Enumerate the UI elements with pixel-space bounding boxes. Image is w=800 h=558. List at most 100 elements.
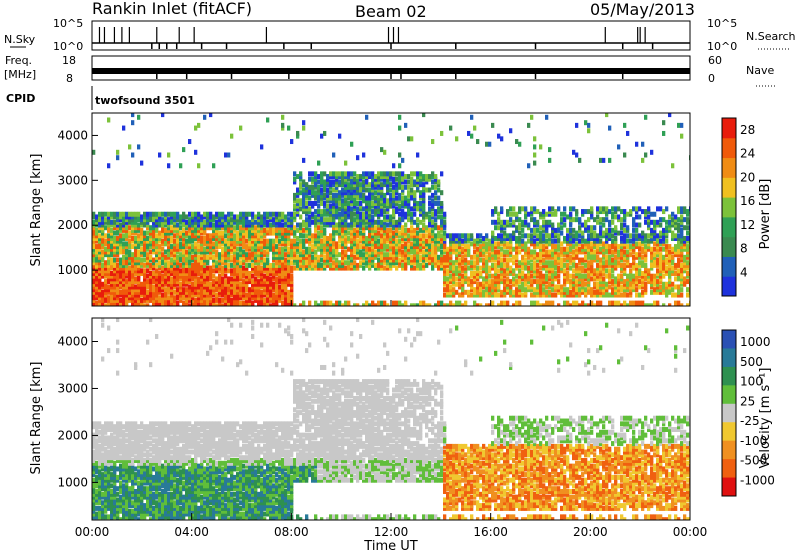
heatmap-cell xyxy=(620,263,623,268)
heatmap-cell xyxy=(425,239,428,244)
heatmap-cell xyxy=(572,150,575,155)
heatmap-cell xyxy=(548,220,551,225)
heatmap-cell xyxy=(401,244,404,249)
heatmap-cell xyxy=(338,244,341,249)
heatmap-cell xyxy=(302,239,305,244)
heatmap-cell xyxy=(245,293,248,298)
heatmap-cell xyxy=(554,244,557,249)
heatmap-cell xyxy=(200,236,203,241)
heatmap-cell xyxy=(248,271,251,276)
heatmap-cell xyxy=(389,171,392,176)
heatmap-cell xyxy=(620,274,623,279)
heatmap-cell xyxy=(533,152,536,157)
heatmap-cell xyxy=(458,233,461,238)
heatmap-cell xyxy=(602,217,605,222)
heatmap-cell xyxy=(329,196,332,201)
heatmap-cell xyxy=(173,233,176,238)
heatmap-cell xyxy=(461,255,464,260)
heatmap-cell xyxy=(149,255,152,260)
heatmap-cell xyxy=(152,258,155,263)
heatmap-cell xyxy=(374,174,377,179)
heatmap-cell xyxy=(527,223,530,228)
heatmap-cell xyxy=(197,276,200,281)
heatmap-cell xyxy=(497,249,500,254)
heatmap-cell xyxy=(368,182,371,187)
heatmap-cell xyxy=(539,271,542,276)
heatmap-cell xyxy=(221,276,224,281)
heatmap-cell xyxy=(587,233,590,238)
heatmap-cell xyxy=(341,188,344,193)
heatmap-cell xyxy=(344,260,347,265)
heatmap-cell xyxy=(416,223,419,228)
heatmap-cell xyxy=(557,279,560,284)
heatmap-cell xyxy=(581,231,584,236)
heatmap-cell xyxy=(470,233,473,238)
nsearch-tick-top: 10^5 xyxy=(707,17,737,30)
heatmap-cell xyxy=(416,171,419,176)
heatmap-cell xyxy=(263,249,266,254)
heatmap-cell xyxy=(257,279,260,284)
heatmap-cell xyxy=(278,239,281,244)
heatmap-cell xyxy=(131,252,134,257)
heatmap-cell xyxy=(545,239,548,244)
heatmap-cell xyxy=(503,220,506,225)
heatmap-cell xyxy=(353,228,356,233)
heatmap-cell xyxy=(509,279,512,284)
heatmap-cell xyxy=(140,268,143,273)
heatmap-cell xyxy=(533,228,536,233)
heatmap-cell xyxy=(566,233,569,238)
heatmap-cell xyxy=(317,161,320,166)
heatmap-cell xyxy=(530,263,533,268)
heatmap-cell xyxy=(137,212,140,217)
heatmap-cell xyxy=(212,223,215,228)
heatmap-cell xyxy=(335,171,338,176)
heatmap-cell xyxy=(590,241,593,246)
heatmap-cell xyxy=(455,233,458,238)
heatmap-cell xyxy=(524,274,527,279)
heatmap-cell xyxy=(485,255,488,260)
heatmap-cell xyxy=(605,268,608,273)
heatmap-cell xyxy=(386,244,389,249)
heatmap-cell xyxy=(434,223,437,228)
heatmap-cell xyxy=(299,214,302,219)
heatmap-cell xyxy=(116,212,119,217)
heatmap-cell xyxy=(431,185,434,190)
heatmap-cell xyxy=(302,179,305,184)
heatmap-cell xyxy=(197,123,200,128)
heatmap-cell xyxy=(317,255,320,260)
heatmap-cell xyxy=(440,190,443,195)
heatmap-cell xyxy=(263,239,266,244)
heatmap-cell xyxy=(140,161,143,166)
heatmap-cell xyxy=(356,206,359,211)
heatmap-cell xyxy=(533,206,536,211)
heatmap-cell xyxy=(146,212,149,217)
heatmap-cell xyxy=(515,279,518,284)
heatmap-cell xyxy=(494,249,497,254)
heatmap-cell xyxy=(359,244,362,249)
heatmap-cell xyxy=(608,293,611,298)
heatmap-cell xyxy=(293,177,296,182)
heatmap-cell xyxy=(302,126,305,131)
heatmap-cell xyxy=(383,252,386,257)
heatmap-cell xyxy=(113,220,116,225)
heatmap-cell xyxy=(536,279,539,284)
heatmap-cell xyxy=(317,225,320,230)
heatmap-cell xyxy=(422,249,425,254)
heatmap-cell xyxy=(578,158,581,163)
heatmap-cell xyxy=(545,249,548,254)
heatmap-cell xyxy=(584,263,587,268)
heatmap-cell xyxy=(488,239,491,244)
heatmap-cell xyxy=(590,225,593,230)
heatmap-cell xyxy=(560,258,563,263)
heatmap-cell xyxy=(296,236,299,241)
heatmap-cell xyxy=(251,274,254,279)
heatmap-cell xyxy=(572,217,575,222)
heatmap-cell xyxy=(302,158,305,163)
heatmap-cell xyxy=(344,171,347,176)
heatmap-cell xyxy=(131,120,134,125)
heatmap-cell xyxy=(110,258,113,263)
heatmap-cell xyxy=(164,249,167,254)
heatmap-cell xyxy=(458,301,461,306)
heatmap-cell xyxy=(314,171,317,176)
heatmap-cell xyxy=(365,301,368,306)
